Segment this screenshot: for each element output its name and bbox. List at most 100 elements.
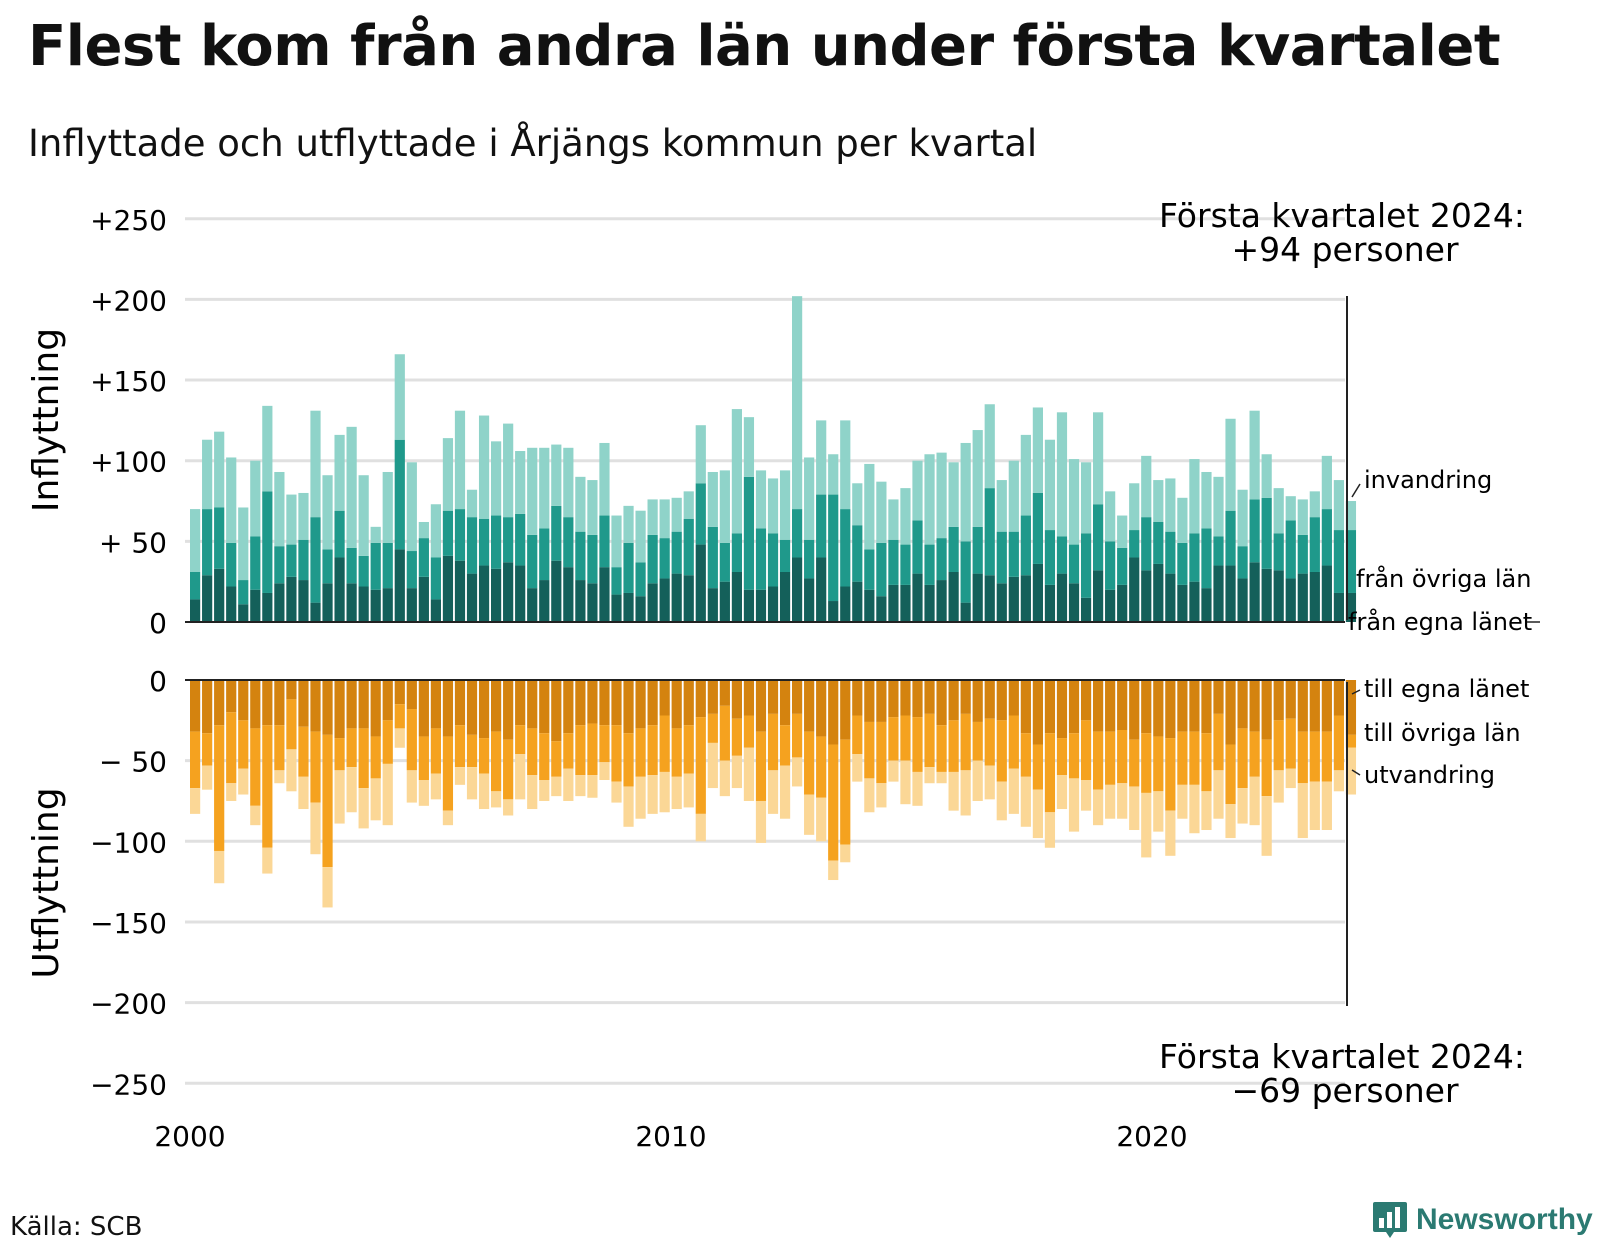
bar-utvandring <box>382 763 393 826</box>
bar-fran-ovriga-lan <box>1129 530 1140 558</box>
label-fran-ovriga-lan: från övriga län <box>1356 564 1531 593</box>
bar-fran-egna-lanet <box>707 588 718 622</box>
bar-utvandring <box>1345 747 1357 795</box>
bar-fran-ovriga-lan <box>647 534 658 584</box>
bar-fran-ovriga-lan <box>346 547 357 584</box>
bar-utvandring <box>1189 784 1200 834</box>
bar-invandring <box>1117 515 1128 548</box>
bar-utvandring <box>1177 784 1188 819</box>
bar-invandring <box>731 409 742 534</box>
bar-till-ovriga-lan <box>1345 734 1357 748</box>
bar-till-ovriga-lan <box>635 728 646 777</box>
bar-utvandring <box>551 776 562 797</box>
bar-fran-egna-lanet <box>1080 597 1092 622</box>
bar-invandring <box>1141 455 1152 518</box>
bar-till-ovriga-lan <box>551 741 562 777</box>
bar-till-egna-lanet <box>647 680 658 726</box>
bar-fran-egna-lanet <box>370 589 381 622</box>
bar-fran-egna-lanet <box>1333 592 1344 622</box>
bar-till-egna-lanet <box>828 680 839 745</box>
bar-fran-ovriga-lan <box>1008 531 1019 577</box>
bar-fran-egna-lanet <box>310 602 321 622</box>
bar-till-ovriga-lan <box>659 715 670 772</box>
bar-till-ovriga-lan <box>647 725 658 776</box>
bar-till-egna-lanet <box>671 680 682 729</box>
bar-till-egna-lanet <box>623 680 634 734</box>
bar-till-ovriga-lan <box>382 720 393 764</box>
bar-invandring <box>852 483 863 526</box>
bar-utvandring <box>1141 792 1152 858</box>
bar-till-ovriga-lan <box>599 725 610 763</box>
bar-till-ovriga-lan <box>1117 730 1128 784</box>
bar-invandring <box>1201 471 1212 529</box>
bar-utvandring <box>695 813 706 842</box>
bar-till-ovriga-lan <box>816 736 827 798</box>
bar-utvandring <box>1201 791 1212 831</box>
bar-invandring <box>804 457 815 540</box>
bar-till-ovriga-lan <box>1297 731 1308 784</box>
bar-utvandring <box>1008 768 1019 814</box>
bar-invandring <box>671 497 682 532</box>
bar-fran-egna-lanet <box>515 565 526 622</box>
bar-fran-ovriga-lan <box>1080 533 1092 598</box>
grid-layer <box>185 217 1345 1085</box>
bar-till-egna-lanet <box>1165 680 1176 739</box>
bar-till-ovriga-lan <box>286 699 297 750</box>
bar-fran-ovriga-lan <box>828 494 839 602</box>
bar-fran-ovriga-lan <box>1105 541 1116 590</box>
bar-fran-ovriga-lan <box>984 488 995 576</box>
bar-fran-ovriga-lan <box>539 528 550 581</box>
bar-till-ovriga-lan <box>840 739 851 845</box>
bar-fran-ovriga-lan <box>190 572 201 600</box>
bar-till-ovriga-lan <box>1141 733 1152 793</box>
bar-invandring <box>767 478 779 534</box>
bar-utvandring <box>1297 783 1308 839</box>
bar-till-ovriga-lan <box>743 715 755 748</box>
bar-till-ovriga-lan <box>779 725 791 766</box>
bar-invandring <box>924 454 935 545</box>
bar-utvandring <box>190 788 201 814</box>
bar-invandring <box>1093 412 1104 505</box>
bar-fran-ovriga-lan <box>214 507 225 569</box>
bar-fran-egna-lanet <box>1189 581 1200 622</box>
xtick-label: 2020 <box>1116 1120 1187 1153</box>
bar-till-egna-lanet <box>1333 680 1344 716</box>
bar-invandring <box>695 425 706 484</box>
bar-fran-ovriga-lan <box>1225 510 1236 566</box>
bar-till-ovriga-lan <box>755 731 767 801</box>
bar-till-ovriga-lan <box>876 721 887 784</box>
bar-fran-egna-lanet <box>743 589 755 622</box>
bar-utvandring <box>840 844 851 863</box>
bar-invandring <box>298 492 309 540</box>
bars-layer <box>190 296 1357 908</box>
bar-fran-egna-lanet <box>767 586 779 622</box>
bar-invandring <box>1129 483 1140 531</box>
bar-fran-egna-lanet <box>1153 563 1164 622</box>
bar-utvandring <box>611 781 622 803</box>
bar-till-egna-lanet <box>1153 680 1164 737</box>
bar-fran-egna-lanet <box>1093 570 1104 622</box>
bar-fran-ovriga-lan <box>1117 547 1128 585</box>
bar-invandring <box>792 296 803 510</box>
source-note: Källa: SCB <box>10 1212 143 1242</box>
bar-fran-egna-lanet <box>262 592 273 622</box>
ytick-inflow: + 50 <box>99 526 167 559</box>
bar-invandring <box>406 462 417 552</box>
bar-till-ovriga-lan <box>1105 731 1116 785</box>
bar-till-egna-lanet <box>382 680 393 721</box>
bar-till-ovriga-lan <box>1056 738 1068 776</box>
bar-utvandring <box>864 778 875 813</box>
bar-till-ovriga-lan <box>900 715 911 761</box>
bar-fran-egna-lanet <box>527 588 538 622</box>
bar-till-ovriga-lan <box>924 713 935 768</box>
bar-till-ovriga-lan <box>418 736 429 781</box>
bar-utvandring <box>334 770 345 824</box>
bar-till-egna-lanet <box>394 680 405 705</box>
bar-invandring <box>1321 455 1332 510</box>
bar-fran-egna-lanet <box>804 578 815 622</box>
bar-fran-ovriga-lan <box>1032 492 1043 564</box>
bar-till-egna-lanet <box>792 680 803 714</box>
bar-till-egna-lanet <box>262 680 273 726</box>
bar-till-egna-lanet <box>1129 680 1140 740</box>
bar-invandring <box>960 442 971 542</box>
